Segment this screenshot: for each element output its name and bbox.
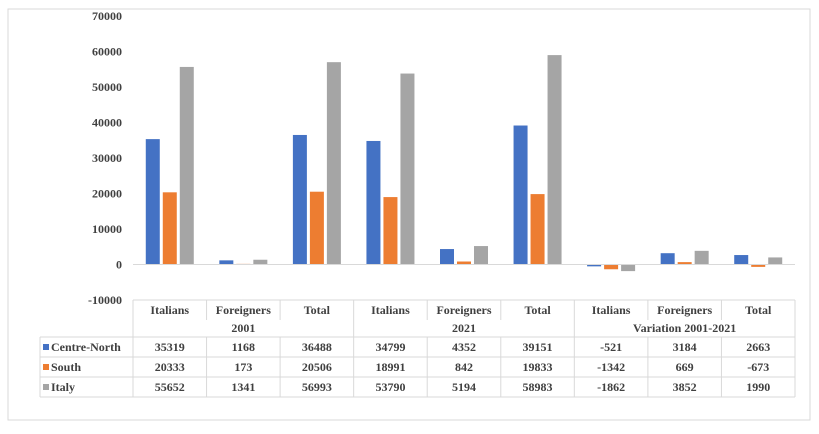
bar-italy: [547, 55, 562, 265]
bar-centre-north: [440, 249, 454, 265]
table-cell: 5194: [452, 380, 476, 394]
category-label: Italians: [592, 303, 631, 317]
bar-centre-north: [292, 134, 307, 265]
table-cell: -521: [600, 340, 622, 354]
group-label: 2001: [231, 321, 255, 335]
legend-key: [43, 364, 49, 370]
bar-italy: [400, 73, 415, 265]
bar-south: [751, 264, 766, 267]
table-cell: 669: [676, 360, 694, 374]
bar-italy: [621, 264, 636, 272]
bar-south: [162, 192, 177, 265]
table-cell: -1342: [597, 360, 625, 374]
bar-italy: [694, 250, 709, 265]
group-label: Variation 2001-2021: [633, 321, 736, 335]
category-label: Foreigners: [216, 303, 271, 317]
bar-centre-north: [219, 260, 234, 265]
y-tick-label: 40000: [92, 116, 122, 130]
legend-key: [43, 384, 49, 390]
table-cell: 1341: [231, 380, 255, 394]
bar-italy: [253, 259, 268, 265]
category-label: Total: [745, 303, 772, 317]
bar-south: [530, 194, 545, 265]
table-cell: 1168: [232, 340, 255, 354]
category-label: Foreigners: [436, 303, 491, 317]
table-cell: 4352: [452, 340, 476, 354]
table-cell: 39151: [523, 340, 553, 354]
table-cell: 842: [455, 360, 473, 374]
table-cell: 3184: [673, 340, 697, 354]
bar-centre-north: [513, 125, 528, 265]
y-tick-label: 0: [116, 258, 122, 272]
table-cell: 18991: [375, 360, 405, 374]
table-cell: 55652: [155, 380, 185, 394]
legend-label: Centre-North: [51, 340, 121, 354]
table-cell: 36488: [302, 340, 332, 354]
category-label: Foreigners: [657, 303, 712, 317]
table-cell: 1990: [746, 380, 770, 394]
bar-italy: [474, 246, 488, 265]
y-tick-label: 50000: [92, 80, 122, 94]
bar-centre-north: [660, 253, 675, 265]
category-label: Italians: [150, 303, 189, 317]
bar-italy: [768, 257, 783, 265]
bar-italy: [326, 62, 341, 265]
y-tick-label: 30000: [92, 151, 122, 165]
table-cell: -1862: [597, 380, 625, 394]
bar-south: [383, 197, 398, 265]
y-tick-label: 70000: [92, 9, 122, 23]
bar-centre-north: [145, 139, 160, 265]
bar-south: [457, 261, 471, 265]
table-cell: 56993: [302, 380, 332, 394]
table-cell: -673: [747, 360, 769, 374]
table-cell: 20333: [155, 360, 185, 374]
table-cell: 53790: [375, 380, 405, 394]
group-label: 2021: [452, 321, 476, 335]
category-label: Italians: [371, 303, 410, 317]
table-cell: 34799: [375, 340, 405, 354]
legend-label: Italy: [51, 380, 75, 394]
table-cell: 2663: [746, 340, 770, 354]
bar-italy: [179, 66, 194, 265]
y-tick-label: 20000: [92, 187, 122, 201]
table-cell: 3852: [673, 380, 697, 394]
y-tick-label: 10000: [92, 222, 122, 236]
bar-centre-north: [734, 255, 749, 265]
bar-south: [604, 264, 619, 270]
y-tick-label: -10000: [88, 293, 122, 307]
bar-south: [677, 262, 692, 265]
chart-border: [7, 8, 811, 421]
y-tick-label: 60000: [92, 45, 122, 59]
table-cell: 19833: [523, 360, 553, 374]
table-cell: 20506: [302, 360, 332, 374]
category-label: Total: [304, 303, 331, 317]
legend-label: South: [51, 360, 81, 374]
category-label: Total: [524, 303, 551, 317]
legend-key: [43, 344, 49, 350]
table-cell: 173: [234, 360, 252, 374]
table-cell: 35319: [155, 340, 185, 354]
table-cell: 58983: [523, 380, 553, 394]
bar-south: [309, 191, 324, 265]
bar-centre-north: [366, 140, 381, 265]
bar-centre-north: [587, 264, 602, 267]
